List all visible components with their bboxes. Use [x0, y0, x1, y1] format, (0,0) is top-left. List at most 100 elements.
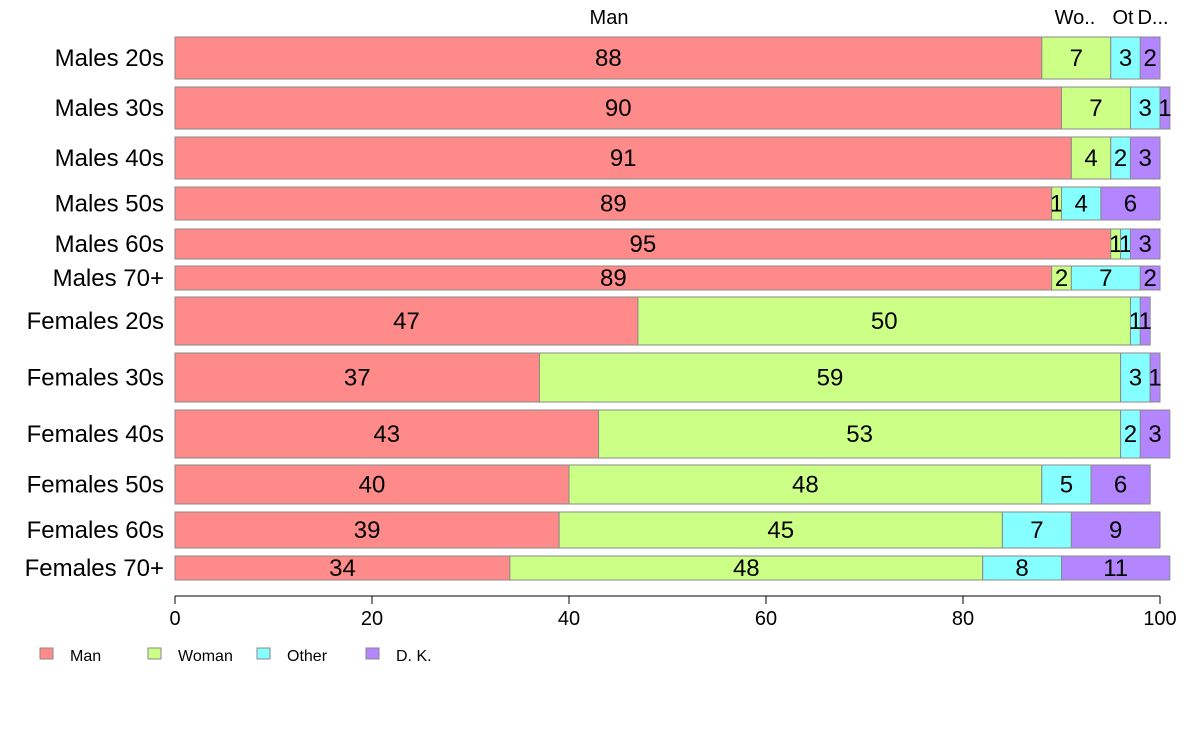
data-label: 90: [605, 95, 632, 122]
bar-segment-d-k: [1159, 86, 1171, 130]
bar-segment-woman: [1061, 86, 1131, 130]
top-column-label: Ot: [1112, 7, 1134, 29]
data-label: 3: [1139, 231, 1152, 258]
data-label: 4: [1075, 191, 1088, 218]
data-label: 8: [1015, 555, 1028, 582]
bar-segment-other: [1001, 511, 1072, 549]
category-label: Males 20s: [55, 45, 164, 72]
data-label: 5: [1060, 472, 1073, 499]
category-label: Females 50s: [27, 472, 164, 499]
bar-segment-man: [174, 511, 560, 549]
bar-segment-d-k: [1100, 186, 1161, 221]
data-label: 4: [1084, 145, 1097, 172]
data-label: 2: [1143, 45, 1156, 72]
data-label: 3: [1129, 365, 1142, 392]
bar-segment-other: [1061, 186, 1102, 221]
category-label: Females 30s: [27, 365, 164, 392]
category-label: Males 60s: [55, 231, 164, 258]
bar-segment-d-k: [1129, 228, 1161, 260]
x-tick-label: 0: [169, 608, 180, 630]
bar-segment-man: [174, 265, 1053, 291]
legend-swatch: [256, 647, 271, 660]
bar-segment-d-k: [1070, 511, 1161, 549]
data-label: 48: [792, 472, 819, 499]
bar-segment-woman: [1041, 36, 1112, 80]
data-label: 3: [1139, 95, 1152, 122]
data-label: 6: [1114, 472, 1127, 499]
bar-segment-other: [1120, 352, 1151, 403]
legend-label: Woman: [178, 648, 233, 665]
bar-segment-woman: [637, 296, 1131, 346]
bar-segment-d-k: [1139, 36, 1161, 80]
data-label: 7: [1030, 517, 1043, 544]
bar-segment-man: [174, 136, 1072, 180]
data-label: 45: [767, 517, 794, 544]
legend-swatch: [365, 647, 380, 660]
legend-label: D. K.: [396, 648, 432, 665]
bar-segment-d-k: [1061, 555, 1171, 581]
bar-segment-d-k: [1090, 464, 1151, 505]
legend-swatch: [39, 647, 54, 660]
bar-segment-d-k: [1149, 352, 1161, 403]
bar-segment-man: [174, 296, 639, 346]
x-tick-label: 40: [558, 608, 580, 630]
data-label: 48: [733, 555, 760, 582]
data-label: 7: [1089, 95, 1102, 122]
category-label: Males 50s: [55, 191, 164, 218]
category-label: Males 30s: [55, 95, 164, 122]
data-label: 6: [1124, 191, 1137, 218]
data-label: 1: [1050, 191, 1063, 218]
bar-segment-d-k: [1139, 265, 1161, 291]
data-label: 91: [610, 145, 637, 172]
bar-segment-d-k: [1139, 296, 1151, 346]
data-label: 50: [871, 308, 898, 335]
category-label: Males 70+: [53, 265, 164, 292]
x-tick-label: 60: [755, 608, 777, 630]
data-label: 1: [1148, 365, 1161, 392]
data-label: 1: [1129, 308, 1142, 335]
data-label: 1: [1119, 231, 1132, 258]
data-label: 37: [344, 365, 371, 392]
bar-segment-d-k: [1129, 136, 1161, 180]
bar-segment-man: [174, 86, 1062, 130]
data-label: 3: [1139, 145, 1152, 172]
data-label: 9: [1109, 517, 1122, 544]
bar-segment-woman: [538, 352, 1122, 403]
data-label: 11: [1103, 555, 1128, 582]
bar-segment-woman: [568, 464, 1043, 505]
data-label: 95: [630, 231, 657, 258]
legend-label: Man: [70, 648, 101, 665]
category-label: Females 20s: [27, 308, 164, 335]
data-label: 3: [1148, 421, 1161, 448]
data-label: 47: [393, 308, 420, 335]
data-label: 7: [1070, 45, 1083, 72]
bar-segment-woman: [509, 555, 984, 581]
bar-segment-man: [174, 409, 600, 459]
x-tick-label: 80: [952, 608, 974, 630]
bar-segment-man: [174, 228, 1112, 260]
data-label: 1: [1158, 95, 1171, 122]
data-label: 2: [1114, 145, 1127, 172]
bar-segment-man: [174, 186, 1053, 221]
legend-label: Other: [287, 648, 328, 665]
bar-segment-other: [1110, 36, 1141, 80]
data-label: 2: [1143, 265, 1156, 292]
legend-swatch: [147, 647, 162, 660]
bar-segment-other: [1129, 86, 1161, 130]
data-label: 2: [1124, 421, 1137, 448]
category-label: Males 40s: [55, 145, 164, 172]
top-column-label: D...: [1137, 7, 1168, 29]
data-label: 40: [359, 472, 386, 499]
data-label: 39: [354, 517, 381, 544]
data-label: 89: [600, 265, 627, 292]
category-label: Females 40s: [27, 421, 164, 448]
bar-segment-other: [1070, 265, 1141, 291]
data-label: 43: [373, 421, 400, 448]
data-label: 34: [329, 555, 356, 582]
top-column-label: Man: [590, 7, 629, 29]
bar-segment-man: [174, 36, 1043, 80]
x-tick-label: 100: [1143, 608, 1176, 630]
data-label: 7: [1099, 265, 1112, 292]
data-label: 2: [1055, 265, 1068, 292]
